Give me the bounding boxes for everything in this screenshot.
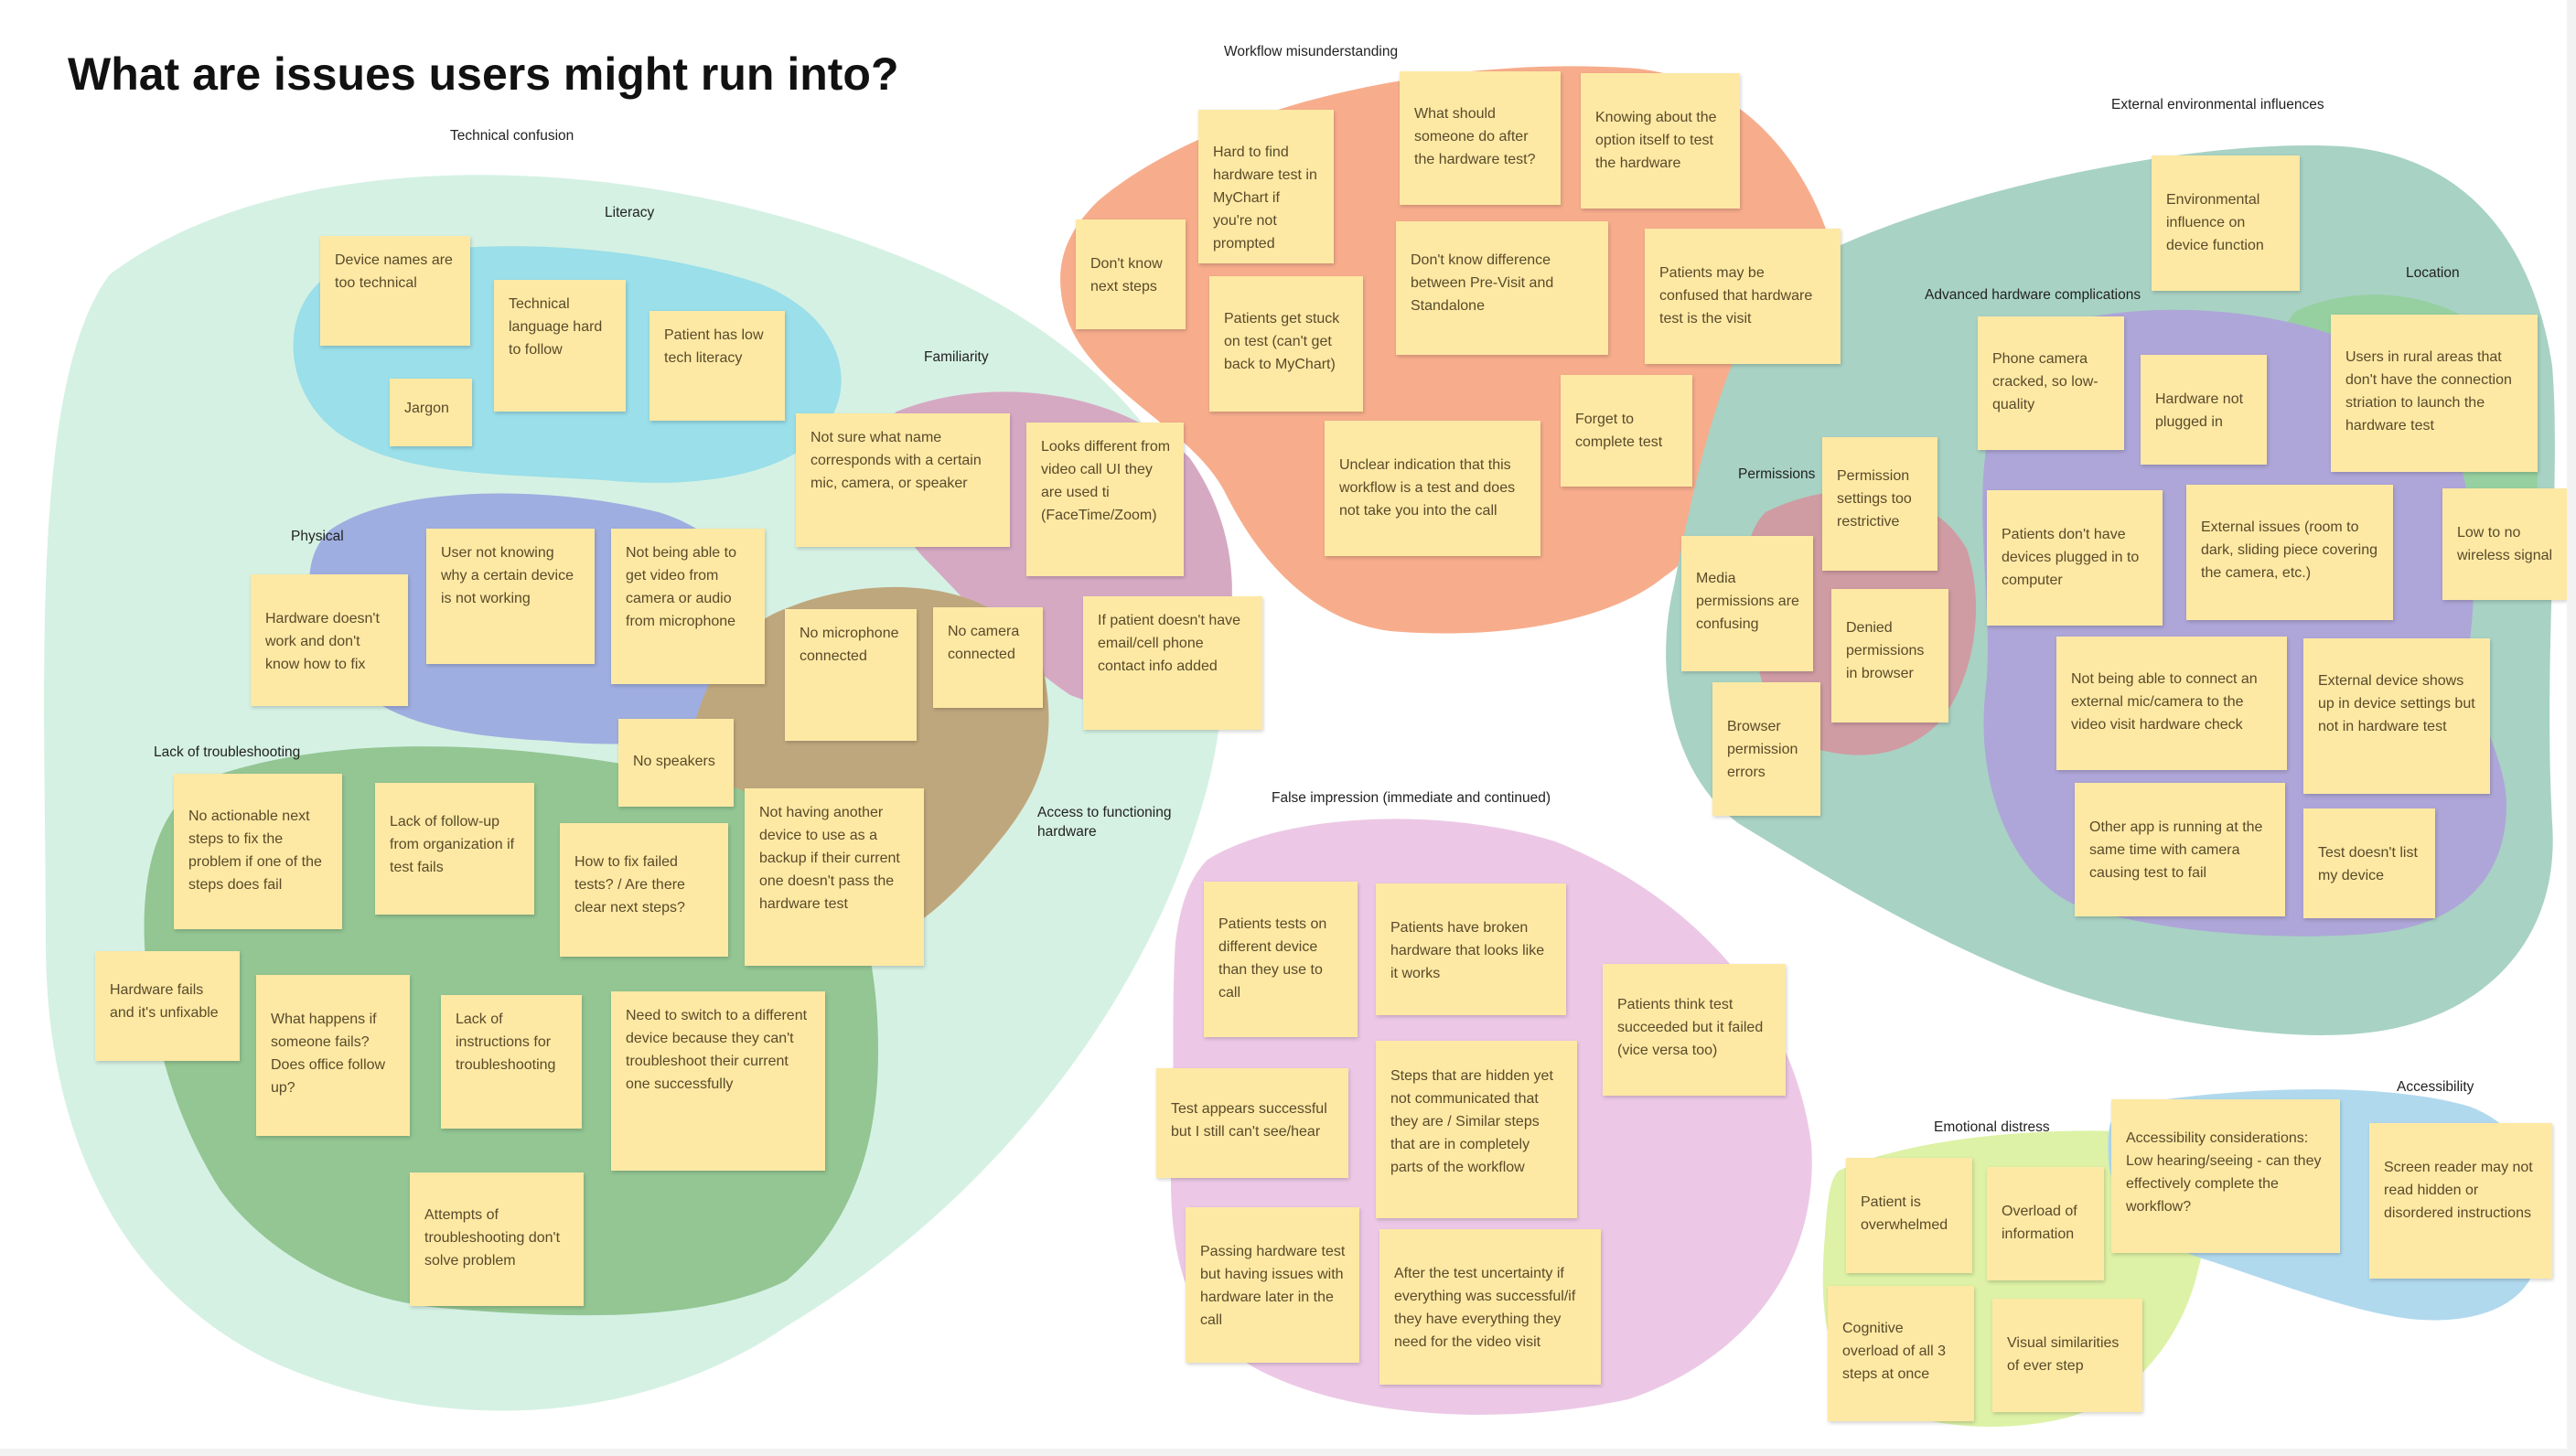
sticky-note[interactable]: External device shows up in device setti… <box>2303 638 2490 794</box>
sticky-note[interactable]: Don't know next steps <box>1076 219 1186 329</box>
sticky-note[interactable]: Accessibility considerations: Low hearin… <box>2111 1099 2340 1253</box>
sticky-note[interactable]: Patients don't have devices plugged in t… <box>1987 490 2163 626</box>
label-location: Location <box>2406 265 2460 281</box>
sticky-note[interactable]: No microphone connected <box>785 609 917 741</box>
sticky-note[interactable]: Jargon <box>390 379 472 446</box>
sticky-note[interactable]: Steps that are hidden yet not communicat… <box>1376 1041 1577 1218</box>
label-lack-of-troubleshooting: Lack of troubleshooting <box>154 744 301 760</box>
label-familiarity: Familiarity <box>924 349 989 365</box>
sticky-note[interactable]: Patients have broken hardware that looks… <box>1376 883 1566 1015</box>
sticky-note[interactable]: After the test uncertainty if everything… <box>1379 1229 1601 1385</box>
sticky-note[interactable]: Other app is running at the same time wi… <box>2075 783 2285 916</box>
sticky-note[interactable]: Forget to complete test <box>1561 375 1692 487</box>
sticky-note[interactable]: Not sure what name corresponds with a ce… <box>796 413 1010 547</box>
sticky-note[interactable]: Lack of instructions for troubleshooting <box>441 995 582 1129</box>
sticky-note[interactable]: Browser permission errors <box>1712 682 1820 816</box>
sticky-note[interactable]: Patients get stuck on test (can't get ba… <box>1209 276 1363 412</box>
sticky-note[interactable]: No speakers <box>618 719 734 807</box>
sticky-note[interactable]: Screen reader may not read hidden or dis… <box>2369 1123 2552 1279</box>
sticky-note[interactable]: Looks different from video call UI they … <box>1026 423 1184 576</box>
sticky-note[interactable]: Media permissions are confusing <box>1681 536 1813 671</box>
label-permissions: Permissions <box>1738 466 1816 482</box>
sticky-note[interactable]: No actionable next steps to fix the prob… <box>174 774 342 929</box>
label-access-to-hardware: Access to functioning hardware <box>1037 805 1172 840</box>
sticky-note[interactable]: What happens if someone fails? Does offi… <box>256 975 410 1136</box>
label-technical-confusion: Technical confusion <box>450 128 574 144</box>
sticky-note[interactable]: Denied permissions in browser <box>1831 589 1948 723</box>
label-advanced-hardware: Advanced hardware complications <box>1925 287 2141 303</box>
sticky-note[interactable]: Don't know difference between Pre-Visit … <box>1396 221 1608 355</box>
label-false-impression: False impression (immediate and continue… <box>1272 790 1551 806</box>
sticky-note[interactable]: Permission settings too restrictive <box>1822 437 1937 571</box>
sticky-note[interactable]: Cognitive overload of all 3 steps at onc… <box>1828 1286 1974 1421</box>
label-accessibility: Accessibility <box>2397 1079 2474 1095</box>
canvas-edge-bottom <box>0 1449 2576 1456</box>
sticky-note[interactable]: Environmental influence on device functi… <box>2152 155 2300 291</box>
sticky-note[interactable]: Phone camera cracked, so low-quality <box>1978 316 2124 450</box>
sticky-note[interactable]: Hardware fails and it's unfixable <box>95 951 240 1061</box>
label-workflow-misunderstanding: Workflow misunderstanding <box>1224 44 1399 59</box>
sticky-note[interactable]: Test appears successful but I still can'… <box>1156 1068 1348 1178</box>
sticky-note[interactable]: Overload of information <box>1987 1167 2104 1280</box>
sticky-note[interactable]: Need to switch to a different device bec… <box>611 991 825 1171</box>
sticky-note[interactable]: Passing hardware test but having issues … <box>1186 1207 1359 1363</box>
sticky-note[interactable]: Not being able to connect an external mi… <box>2056 637 2287 770</box>
sticky-note[interactable]: Device names are too technical <box>320 236 470 346</box>
label-literacy: Literacy <box>605 205 655 220</box>
sticky-note[interactable]: If patient doesn't have email/cell phone… <box>1083 596 1262 730</box>
board-title: What are issues users might run into? <box>68 48 899 100</box>
label-external-influences: External environmental influences <box>2111 97 2324 112</box>
sticky-note[interactable]: Patients think test succeeded but it fai… <box>1603 964 1786 1096</box>
sticky-note[interactable]: What should someone do after the hardwar… <box>1400 71 1561 205</box>
sticky-note[interactable]: No camera connected <box>933 607 1043 708</box>
sticky-note[interactable]: User not knowing why a certain device is… <box>426 529 595 664</box>
sticky-note[interactable]: Low to no wireless signal <box>2442 488 2567 600</box>
label-physical: Physical <box>291 529 344 544</box>
sticky-note[interactable]: Lack of follow-up from organization if t… <box>375 783 534 915</box>
sticky-note[interactable]: Patient has low tech literacy <box>649 311 785 421</box>
sticky-note[interactable]: Patient is overwhelmed <box>1846 1158 1972 1273</box>
sticky-note[interactable]: Hardware doesn't work and don't know how… <box>251 574 408 706</box>
sticky-note[interactable]: Attempts of troubleshooting don't solve … <box>410 1172 584 1306</box>
sticky-note[interactable]: Not having another device to use as a ba… <box>745 788 924 966</box>
sticky-note[interactable]: Test doesn't list my device <box>2303 808 2435 918</box>
sticky-note[interactable]: Not being able to get video from camera … <box>611 529 765 684</box>
sticky-note[interactable]: Knowing about the option itself to test … <box>1581 73 1740 209</box>
sticky-note[interactable]: How to fix failed tests? / Are there cle… <box>560 823 728 957</box>
sticky-note[interactable]: Hard to find hardware test in MyChart if… <box>1198 110 1334 263</box>
canvas-edge-right <box>2567 0 2576 1456</box>
sticky-note[interactable]: Patients tests on different device than … <box>1204 882 1358 1037</box>
sticky-note[interactable]: Users in rural areas that don't have the… <box>2331 315 2538 472</box>
sticky-note[interactable]: Patients may be confused that hardware t… <box>1645 229 1841 364</box>
label-emotional-distress: Emotional distress <box>1934 1119 2050 1135</box>
sticky-note[interactable]: Visual similarities of ever step <box>1992 1299 2142 1412</box>
sticky-note[interactable]: External issues (room to dark, sliding p… <box>2186 485 2393 620</box>
sticky-note[interactable]: Technical language hard to follow <box>494 280 626 412</box>
sticky-note[interactable]: Hardware not plugged in <box>2141 355 2267 465</box>
sticky-note[interactable]: Unclear indication that this workflow is… <box>1325 421 1540 556</box>
